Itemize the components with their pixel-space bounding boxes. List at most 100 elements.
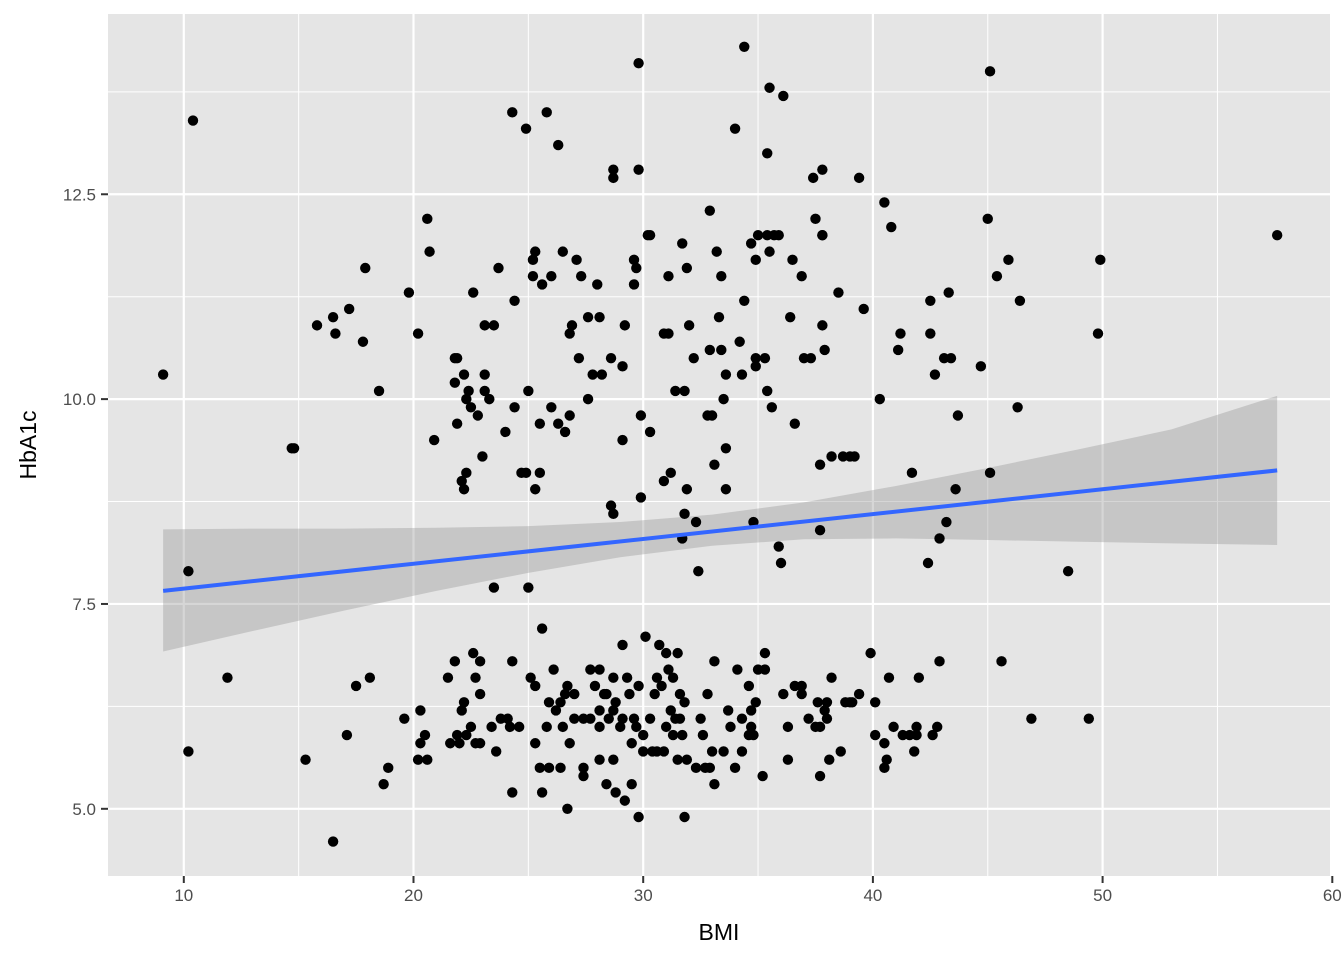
data-point bbox=[1014, 295, 1026, 306]
data-point bbox=[739, 41, 750, 52]
data-point bbox=[796, 680, 807, 692]
data-point bbox=[490, 746, 502, 757]
plot-panel bbox=[108, 14, 1330, 876]
data-point bbox=[500, 426, 511, 438]
data-point bbox=[757, 770, 768, 782]
data-point bbox=[451, 418, 463, 429]
data-point bbox=[412, 754, 424, 765]
data-point bbox=[619, 320, 631, 331]
data-point bbox=[507, 656, 518, 667]
data-point bbox=[782, 721, 794, 733]
data-point bbox=[1095, 254, 1106, 266]
data-point bbox=[934, 533, 945, 544]
data-point bbox=[300, 754, 311, 765]
data-point bbox=[693, 565, 704, 577]
data-point bbox=[660, 647, 672, 659]
data-point bbox=[530, 484, 541, 495]
data-point bbox=[637, 729, 649, 741]
data-point bbox=[766, 402, 778, 413]
data-point bbox=[451, 729, 463, 741]
data-point bbox=[679, 508, 690, 520]
data-point bbox=[787, 254, 798, 266]
data-point bbox=[982, 213, 993, 225]
y-tick-label: 5.0 bbox=[72, 800, 96, 819]
data-point bbox=[888, 721, 899, 733]
data-point bbox=[513, 721, 525, 733]
data-point bbox=[569, 713, 580, 724]
data-point bbox=[543, 697, 555, 708]
data-point bbox=[571, 254, 582, 266]
data-point bbox=[360, 262, 371, 274]
data-point bbox=[562, 680, 573, 692]
data-point bbox=[817, 164, 828, 175]
data-point bbox=[553, 139, 564, 151]
data-point bbox=[704, 762, 716, 774]
data-point bbox=[817, 230, 828, 241]
confidence-ribbon-layer bbox=[163, 395, 1278, 652]
data-point bbox=[550, 705, 562, 716]
data-point bbox=[463, 385, 474, 397]
data-point bbox=[883, 672, 895, 683]
data-point bbox=[557, 721, 569, 733]
data-point bbox=[640, 631, 651, 642]
data-point bbox=[709, 656, 720, 667]
data-point bbox=[566, 320, 578, 331]
data-point bbox=[582, 311, 594, 323]
data-point bbox=[874, 393, 885, 405]
data-point bbox=[991, 271, 1003, 282]
data-point bbox=[720, 369, 732, 380]
data-point bbox=[667, 729, 679, 741]
data-point bbox=[461, 467, 472, 479]
data-point bbox=[559, 426, 571, 438]
data-point bbox=[594, 754, 605, 765]
data-point bbox=[428, 434, 440, 446]
data-point bbox=[592, 279, 603, 290]
data-point bbox=[750, 361, 761, 372]
data-point bbox=[626, 779, 637, 790]
data-point bbox=[759, 647, 771, 659]
data-point bbox=[941, 516, 952, 528]
data-point bbox=[415, 738, 426, 749]
data-point bbox=[709, 779, 720, 790]
data-point bbox=[373, 385, 385, 397]
data-point bbox=[486, 721, 497, 733]
data-point bbox=[633, 680, 644, 692]
major-gridlines bbox=[108, 14, 1334, 876]
data-point bbox=[631, 721, 642, 733]
data-point bbox=[778, 688, 789, 700]
data-point bbox=[651, 672, 663, 683]
data-point bbox=[922, 557, 934, 569]
data-point bbox=[847, 697, 858, 708]
data-point bbox=[759, 352, 771, 364]
data-point bbox=[594, 311, 605, 323]
data-point bbox=[541, 721, 552, 733]
data-point bbox=[350, 680, 362, 692]
data-point bbox=[762, 148, 773, 159]
data-point bbox=[667, 672, 679, 683]
data-point bbox=[456, 475, 467, 487]
data-point bbox=[311, 320, 323, 331]
data-point bbox=[869, 729, 881, 741]
data-point bbox=[819, 344, 830, 356]
data-point bbox=[952, 410, 964, 421]
data-point bbox=[477, 451, 488, 462]
data-point bbox=[658, 475, 670, 487]
data-point bbox=[681, 262, 693, 274]
data-point bbox=[826, 672, 837, 683]
data-point bbox=[548, 664, 559, 675]
x-tick-label: 30 bbox=[634, 886, 653, 905]
data-point bbox=[722, 705, 734, 716]
data-point bbox=[817, 320, 828, 331]
data-point bbox=[672, 754, 683, 765]
data-point bbox=[654, 639, 665, 651]
data-point bbox=[341, 729, 353, 741]
data-point bbox=[739, 295, 750, 306]
data-point bbox=[536, 787, 548, 798]
data-point bbox=[853, 688, 865, 700]
data-point bbox=[782, 754, 794, 765]
data-point bbox=[929, 369, 941, 380]
data-point bbox=[750, 352, 761, 364]
data-point bbox=[488, 320, 500, 331]
data-point bbox=[814, 770, 826, 782]
data-point bbox=[605, 352, 617, 364]
